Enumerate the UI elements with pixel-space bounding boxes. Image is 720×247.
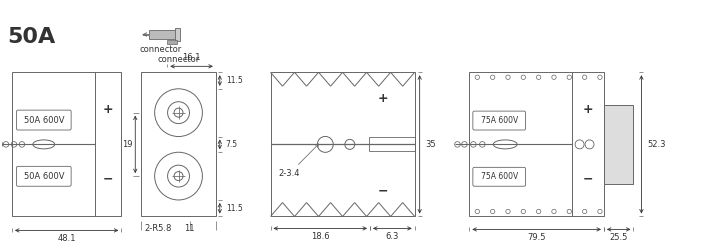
Text: 16.1: 16.1 [182, 53, 201, 62]
Text: 6.3: 6.3 [386, 232, 399, 241]
Text: 50A: 50A [8, 27, 56, 47]
Text: −: − [378, 184, 388, 197]
Bar [149, 30, 177, 40]
Text: 75A 600V: 75A 600V [480, 116, 518, 125]
Bar [175, 28, 180, 41]
Bar [604, 105, 634, 184]
Text: 52.3: 52.3 [647, 140, 666, 149]
Bar [271, 72, 415, 216]
Bar [12, 72, 122, 216]
Text: +: + [103, 103, 114, 116]
Text: 35: 35 [426, 140, 436, 149]
Text: 11: 11 [184, 224, 195, 233]
Text: 75A 600V: 75A 600V [480, 172, 518, 181]
Text: 2-R5.8: 2-R5.8 [144, 224, 171, 233]
Text: 18.6: 18.6 [311, 232, 330, 241]
Text: 11.5: 11.5 [226, 76, 243, 85]
Text: 25.5: 25.5 [610, 233, 628, 242]
Text: +: + [378, 92, 388, 105]
Text: −: − [103, 172, 114, 185]
Text: 2-3.4: 2-3.4 [279, 144, 319, 178]
Text: connector: connector [140, 45, 182, 54]
Text: −: − [582, 172, 593, 185]
Text: 19: 19 [122, 140, 132, 149]
Bar [369, 137, 415, 151]
Bar [469, 72, 604, 216]
Text: 50A 600V: 50A 600V [24, 172, 64, 181]
Text: 11.5: 11.5 [226, 204, 243, 213]
Text: 7.5: 7.5 [226, 140, 238, 149]
Text: 48.1: 48.1 [58, 234, 76, 243]
Text: 79.5: 79.5 [528, 233, 546, 242]
Bar [167, 41, 177, 44]
Bar [141, 72, 216, 216]
Text: connector: connector [158, 55, 199, 64]
Text: 50A 600V: 50A 600V [24, 116, 64, 124]
Text: +: + [582, 103, 593, 116]
